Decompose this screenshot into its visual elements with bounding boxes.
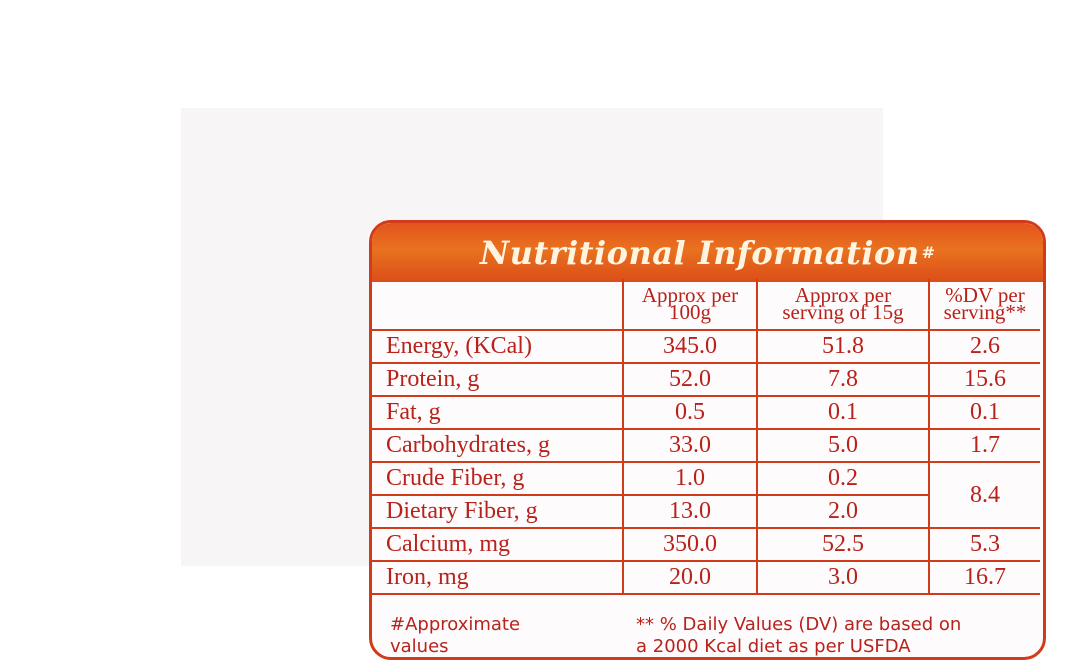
per-100g-value: 20.0	[622, 560, 758, 595]
per-100g-value: 13.0	[622, 494, 758, 529]
nutrient-name: Fat, g	[372, 395, 624, 430]
dv-value: 2.6	[928, 329, 1040, 364]
per-serving-value: 0.1	[756, 395, 930, 430]
per-serving-value: 51.8	[756, 329, 930, 364]
nutrient-name: Calcium, mg	[372, 527, 624, 562]
dv-note-line1: ** % Daily Values (DV) are based on	[636, 614, 962, 635]
per-serving-value: 2.0	[756, 494, 929, 529]
nutrition-header-banner: Nutritional Information #	[372, 223, 1043, 282]
nutrient-name: Energy, (KCal)	[372, 329, 624, 364]
per-serving-header-line2: serving of 15g	[782, 300, 904, 324]
table-row-carbohydrates: Carbohydrates, g 33.0 5.0 1.7	[372, 428, 1040, 463]
dv-note-line2: a 2000 Kcal diet as per USFDA	[636, 636, 911, 657]
product-label-photo: Nutritional Information # Approx per 100g…	[181, 108, 1046, 660]
per-serving-column-header: Approx per serving of 15g	[756, 279, 930, 331]
approximate-values-note: #Approximate values	[390, 614, 590, 657]
per-serving-value: 5.0	[756, 428, 930, 463]
table-row-energy: Energy, (KCal) 345.0 51.8 2.6	[372, 329, 1040, 364]
nutrient-name: Protein, g	[372, 362, 624, 397]
approx-note-line1: #Approximate	[390, 614, 521, 635]
dv-value: 1.7	[928, 428, 1040, 463]
dv-value: 5.3	[928, 527, 1040, 562]
nutrition-panel: Nutritional Information # Approx per 100g…	[369, 220, 1046, 660]
per-100g-column-header: Approx per 100g	[622, 279, 758, 331]
dv-value: 16.7	[928, 560, 1040, 595]
nutrient-name: Carbohydrates, g	[372, 428, 624, 463]
dv-value: 0.1	[928, 395, 1040, 430]
table-row-iron: Iron, mg 20.0 3.0 16.7	[372, 560, 1040, 595]
footnotes: #Approximate values ** % Daily Values (D…	[372, 614, 1043, 657]
approx-note-line2: values	[390, 636, 449, 657]
per-serving-value: 7.8	[756, 362, 930, 397]
table-row-protein: Protein, g 52.0 7.8 15.6	[372, 362, 1040, 397]
nutrient-column-header	[372, 279, 624, 331]
table-row-crude-fiber: Crude Fiber, g 1.0 0.2 8.4	[372, 461, 1040, 529]
dv-header-line2: serving**	[943, 300, 1027, 324]
nutrient-name: Crude Fiber, g	[372, 461, 624, 496]
nutrition-title: Nutritional Information	[479, 233, 920, 272]
nutrient-name: Iron, mg	[372, 560, 624, 595]
dv-value: 15.6	[928, 362, 1040, 397]
per-serving-value: 52.5	[756, 527, 930, 562]
daily-values-note: ** % Daily Values (DV) are based on a 20…	[636, 614, 1036, 657]
per-100g-value: 350.0	[622, 527, 758, 562]
per-serving-header-line1: Approx per	[794, 283, 892, 307]
nutrient-name: Dietary Fiber, g	[372, 494, 624, 529]
table-row-fat: Fat, g 0.5 0.1 0.1	[372, 395, 1040, 430]
per-serving-value: 0.2	[756, 461, 930, 496]
nutrition-table: Approx per 100g Approx per serving of 15…	[372, 279, 1040, 595]
per-100g-value: 52.0	[622, 362, 758, 397]
table-row-dietary-fiber: Dietary Fiber, g 13.0 2.0	[372, 494, 1040, 529]
title-footnote-mark: #	[921, 243, 936, 262]
dv-header-line1: %DV per	[945, 283, 1025, 307]
dv-column-header: %DV per serving**	[928, 279, 1040, 331]
table-header-row: Approx per 100g Approx per serving of 15…	[372, 279, 1040, 331]
per-100g-value: 0.5	[622, 395, 758, 430]
dv-value-fiber-combined: 8.4	[928, 461, 1040, 529]
per-100g-value: 33.0	[622, 428, 758, 463]
per-100g-header-line1: Approx per	[641, 283, 739, 307]
per-100g-value: 345.0	[622, 329, 758, 364]
per-serving-value: 3.0	[756, 560, 930, 595]
per-100g-value: 1.0	[622, 461, 758, 496]
per-100g-header-line2: 100g	[669, 300, 711, 324]
table-row-calcium: Calcium, mg 350.0 52.5 5.3	[372, 527, 1040, 562]
